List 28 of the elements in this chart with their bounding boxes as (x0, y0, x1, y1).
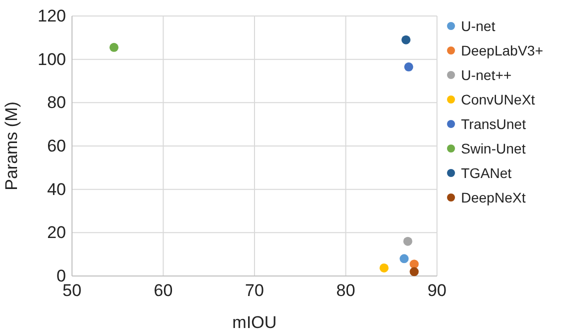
y-tick-label: 20 (47, 223, 66, 242)
legend-label: TGANet (461, 165, 512, 181)
x-axis-title: mIOU (232, 313, 277, 332)
legend-label: U-net (461, 18, 496, 34)
x-tick-label: 70 (245, 281, 264, 300)
point (410, 267, 419, 276)
legend-label: DeepNeXt (461, 190, 526, 206)
x-tick-label: 80 (336, 281, 356, 300)
y-tick-label: 40 (47, 180, 66, 199)
point (403, 236, 412, 246)
legend-label: Swin-Unet (461, 140, 526, 156)
point (410, 260, 419, 269)
legend-label: TransUnet (461, 116, 526, 132)
y-axis-title: Params (M) (2, 102, 21, 190)
legend-label: ConvUNeXt (461, 92, 536, 108)
y-tick-label: 80 (47, 93, 66, 112)
x-tick-label: 90 (428, 281, 446, 300)
point (380, 263, 389, 272)
y-tick-label: 100 (38, 50, 66, 69)
point (404, 62, 414, 72)
point (401, 35, 410, 44)
x-tick-label: 60 (154, 281, 173, 300)
y-tick-label: 120 (38, 6, 66, 26)
legend-label: U-net++ (461, 67, 512, 83)
legend-label: DeepLabV3+ (461, 42, 544, 58)
y-tick-label: 60 (47, 136, 66, 156)
point (109, 42, 118, 52)
point (400, 254, 409, 264)
